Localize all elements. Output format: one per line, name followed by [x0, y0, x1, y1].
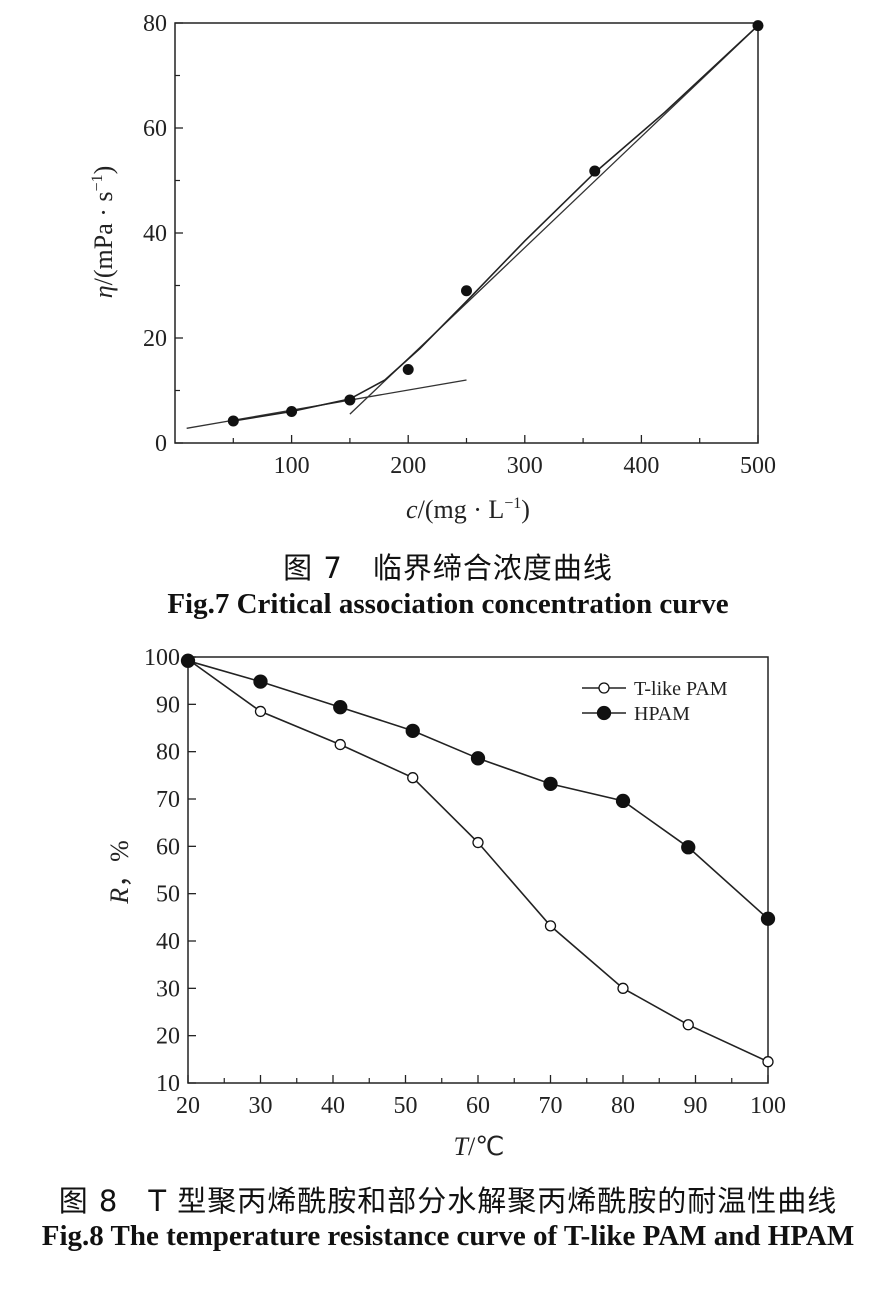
tlike-pam-point — [254, 705, 267, 718]
y-tick-label: 80 — [156, 740, 180, 766]
x-tick-label: 100 — [274, 453, 310, 479]
x-tick-label: 400 — [623, 453, 659, 479]
y-tick-label: 40 — [156, 929, 180, 955]
y-tick-label: 40 — [143, 221, 167, 247]
tlike-pam-point — [472, 836, 484, 849]
figure7-caption-en: Fig.7 Critical association concentration… — [167, 588, 729, 620]
hpam-point — [470, 751, 486, 766]
x-tick-label: 80 — [611, 1093, 635, 1119]
tlike-pam-point — [617, 982, 629, 994]
tlike-pam-point — [682, 1019, 694, 1031]
x-tick-label: 70 — [539, 1093, 563, 1119]
x-tick-label: 500 — [740, 453, 776, 479]
x-tick-label: 40 — [321, 1093, 345, 1119]
x-tick-label: 300 — [507, 453, 543, 479]
hpam-point — [405, 723, 420, 738]
y-tick-label: 100 — [144, 645, 180, 671]
data-point — [227, 415, 239, 427]
figure7-caption-cn: 图 7 临界缔合浓度曲线 — [283, 551, 613, 585]
tlike-pam-point — [334, 738, 346, 751]
hpam-point — [253, 674, 268, 689]
viscosity-curve — [233, 25, 759, 422]
hpam-point — [760, 911, 776, 926]
y-tick-label: 60 — [143, 116, 167, 142]
data-point — [461, 285, 472, 297]
y-tick-label: 10 — [156, 1071, 180, 1097]
legend-label: HPAM — [634, 703, 690, 725]
chart-temperature-resistance: 20 30 40 50 60 70 80 90 100102030405060708090100… — [105, 645, 786, 1160]
y-tick-label: 50 — [156, 882, 180, 908]
legend-label: T-like PAM — [634, 678, 728, 700]
x-tick-label: 20 — [176, 1093, 200, 1119]
y-tick-label: 20 — [143, 326, 167, 352]
legend-marker — [596, 705, 612, 721]
data-point — [344, 394, 356, 406]
hpam-point — [543, 776, 558, 792]
tlike-pam-point — [762, 1056, 774, 1068]
y-tick-label: 80 — [143, 11, 167, 37]
x-tick-label: 200 — [390, 453, 426, 479]
y-tick-label: 60 — [156, 834, 180, 860]
tlike-pam-point — [544, 920, 557, 932]
y-tick-label: 30 — [156, 976, 180, 1002]
data-point — [286, 406, 298, 417]
data-point — [402, 364, 414, 375]
x-tick-label: 50 — [394, 1093, 418, 1119]
hpam-point — [333, 700, 348, 715]
data-point — [589, 165, 601, 177]
figure8-caption-cn: 图 8 T 型聚丙烯酰胺和部分水解聚丙烯酰胺的耐温性曲线 — [58, 1184, 838, 1218]
c2-xlabel: T/℃ — [454, 1132, 505, 1160]
hpam-point — [615, 793, 631, 809]
y-tick-label: 0 — [155, 431, 167, 457]
x-tick-label: 90 — [684, 1093, 708, 1119]
tlike-pam-point — [407, 772, 419, 784]
figure8-caption-en: Fig.8 The temperature resistance curve o… — [41, 1220, 855, 1252]
y-tick-label: 70 — [156, 787, 180, 813]
c1-xlabel: c/(mg · L−1) — [406, 495, 530, 524]
data-point — [752, 20, 764, 32]
x-tick-label: 100 — [750, 1093, 786, 1119]
c2-ylabel: R，% — [105, 840, 134, 905]
x-tick-label: 30 — [249, 1093, 273, 1119]
legend-marker — [598, 682, 610, 694]
y-tick-label: 90 — [156, 692, 180, 718]
chart-critical-association: 100 200 300 400 500 0 20 40 60 80 c/(mg · L−1) η/… — [89, 11, 776, 524]
c1-ylabel: η/(mPa · s−1) — [89, 166, 118, 299]
hpam-point — [681, 840, 696, 855]
x-tick-label: 60 — [466, 1093, 490, 1119]
hpam-point — [180, 653, 196, 668]
y-tick-label: 20 — [156, 1024, 180, 1050]
